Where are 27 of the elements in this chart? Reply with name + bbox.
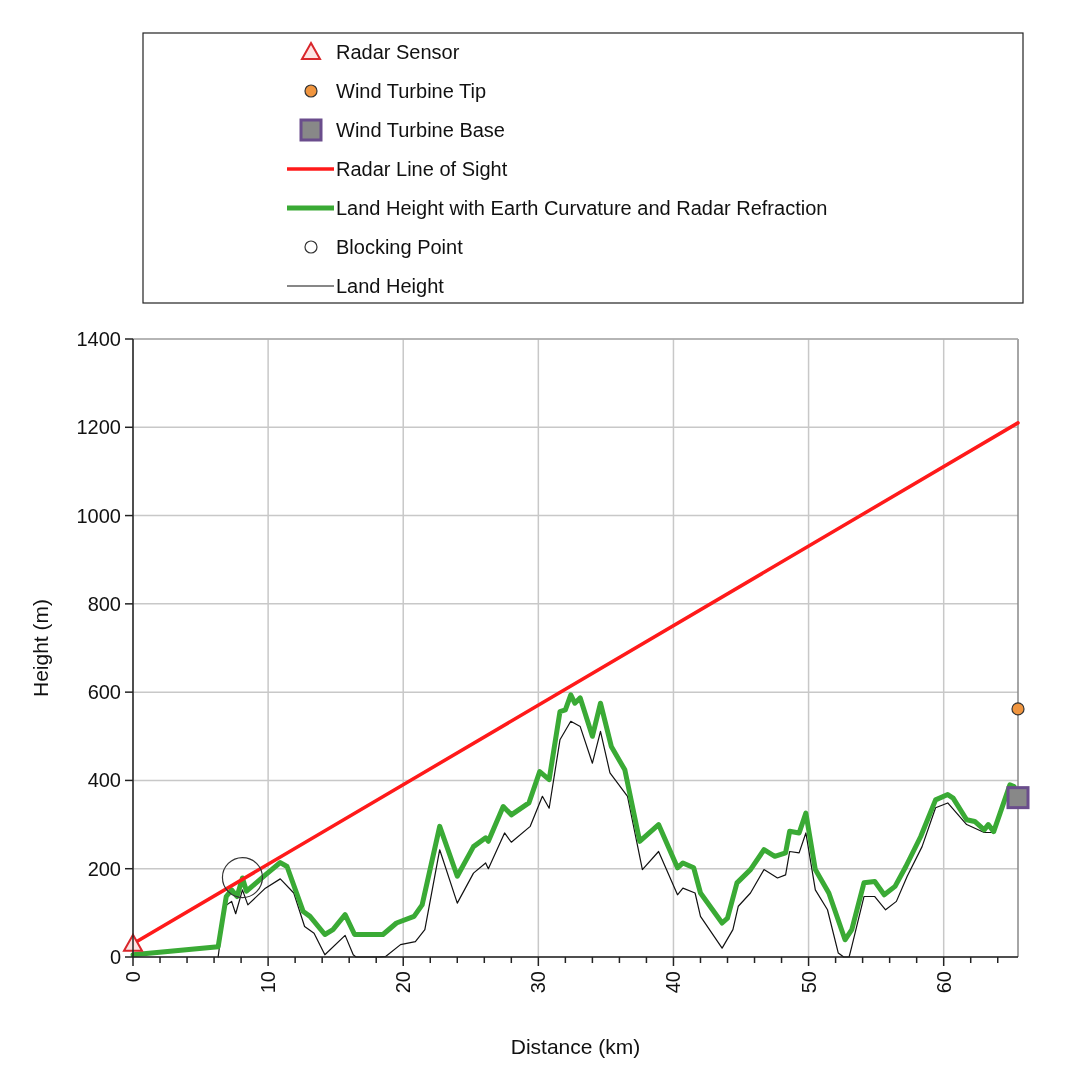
legend-label: Radar Sensor: [336, 41, 460, 63]
legend-label: Wind Turbine Base: [336, 119, 505, 141]
point: [1011, 702, 1025, 716]
x-tick-label: 20: [392, 971, 415, 994]
y-tick-label: 600: [87, 681, 121, 704]
legend-label: Land Height with Earth Curvature and Radar Refraction: [336, 197, 828, 219]
x-tick-label: 30: [527, 971, 550, 994]
x-tick-label: 40: [662, 971, 685, 994]
x-axis-title: Distance (km): [510, 1035, 641, 1058]
y-axis-title: Height (m): [29, 598, 52, 698]
legend-label: Land Height: [336, 275, 445, 297]
y-tick-label: 800: [87, 592, 121, 615]
y-tick-label: 400: [87, 769, 121, 792]
legend-label: Radar Line of Sight: [336, 158, 508, 180]
point: [221, 856, 264, 899]
legend-label: Wind Turbine Tip: [336, 80, 487, 102]
x-tick-label: 0: [122, 971, 144, 983]
y-tick-label: 0: [109, 946, 121, 968]
y-tick-label: 1000: [76, 504, 121, 527]
x-tick-label: 60: [932, 971, 955, 994]
x-tick-label: 10: [257, 971, 280, 994]
legend-label: Blocking Point: [336, 236, 464, 258]
y-tick-label: 1200: [76, 416, 121, 439]
y-tick-label: 1400: [76, 328, 121, 350]
y-tick-label: 200: [87, 857, 121, 880]
point: [1006, 786, 1030, 810]
x-tick-label: 50: [797, 971, 820, 994]
